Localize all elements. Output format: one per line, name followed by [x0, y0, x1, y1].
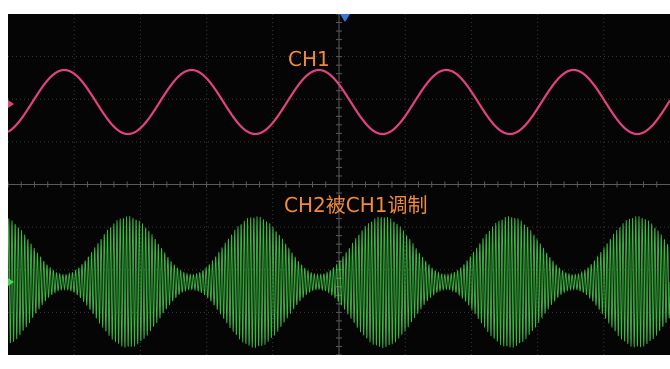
scope-screen: CH1 CH2被CH1调制 — [8, 14, 670, 355]
ch1-label: CH1 — [288, 47, 330, 71]
ch2-waveform — [8, 216, 670, 348]
ch2-label: CH2被CH1调制 — [284, 193, 428, 217]
ch1-waveform — [8, 68, 670, 136]
ch2-marker-icon[interactable] — [8, 278, 14, 286]
waveform-area — [8, 68, 670, 348]
ch1-marker-icon[interactable] — [8, 100, 14, 108]
trigger-marker-icon[interactable] — [340, 14, 350, 22]
